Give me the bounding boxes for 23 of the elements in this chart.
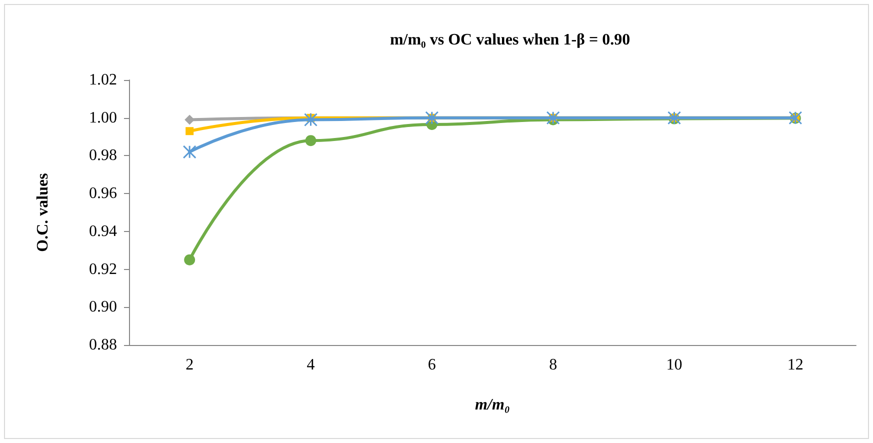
x-axis-title: m/m₀ [475, 396, 510, 414]
point [186, 127, 194, 136]
x-tick-label: 4 [306, 356, 315, 374]
x-tick-label: 8 [549, 356, 558, 374]
y-tick-label: 1.00 [89, 109, 117, 126]
chart-title: m/m₀ vs OC values when 1-β = 0.90 [390, 32, 630, 48]
y-tick-label: 0.94 [89, 222, 117, 240]
point [304, 113, 318, 126]
y-axis-title: O.C. values [34, 173, 52, 252]
y-tick-label: 0.92 [89, 260, 117, 278]
y-tick-label: 0.88 [89, 336, 117, 354]
point [184, 254, 196, 266]
y-tick-label: 0.90 [89, 298, 117, 316]
point [305, 135, 316, 146]
x-tick-label: 6 [428, 356, 436, 374]
y-tick-label: 0.96 [89, 185, 117, 202]
x-tick-label: 2 [186, 356, 194, 374]
y-tick-label: 1.02 [89, 72, 117, 88]
y-tick-label: 0.98 [89, 147, 117, 164]
point [182, 145, 196, 159]
x-tick-label: 10 [666, 356, 682, 374]
point [184, 114, 195, 125]
x-tick-label: 12 [787, 356, 804, 374]
